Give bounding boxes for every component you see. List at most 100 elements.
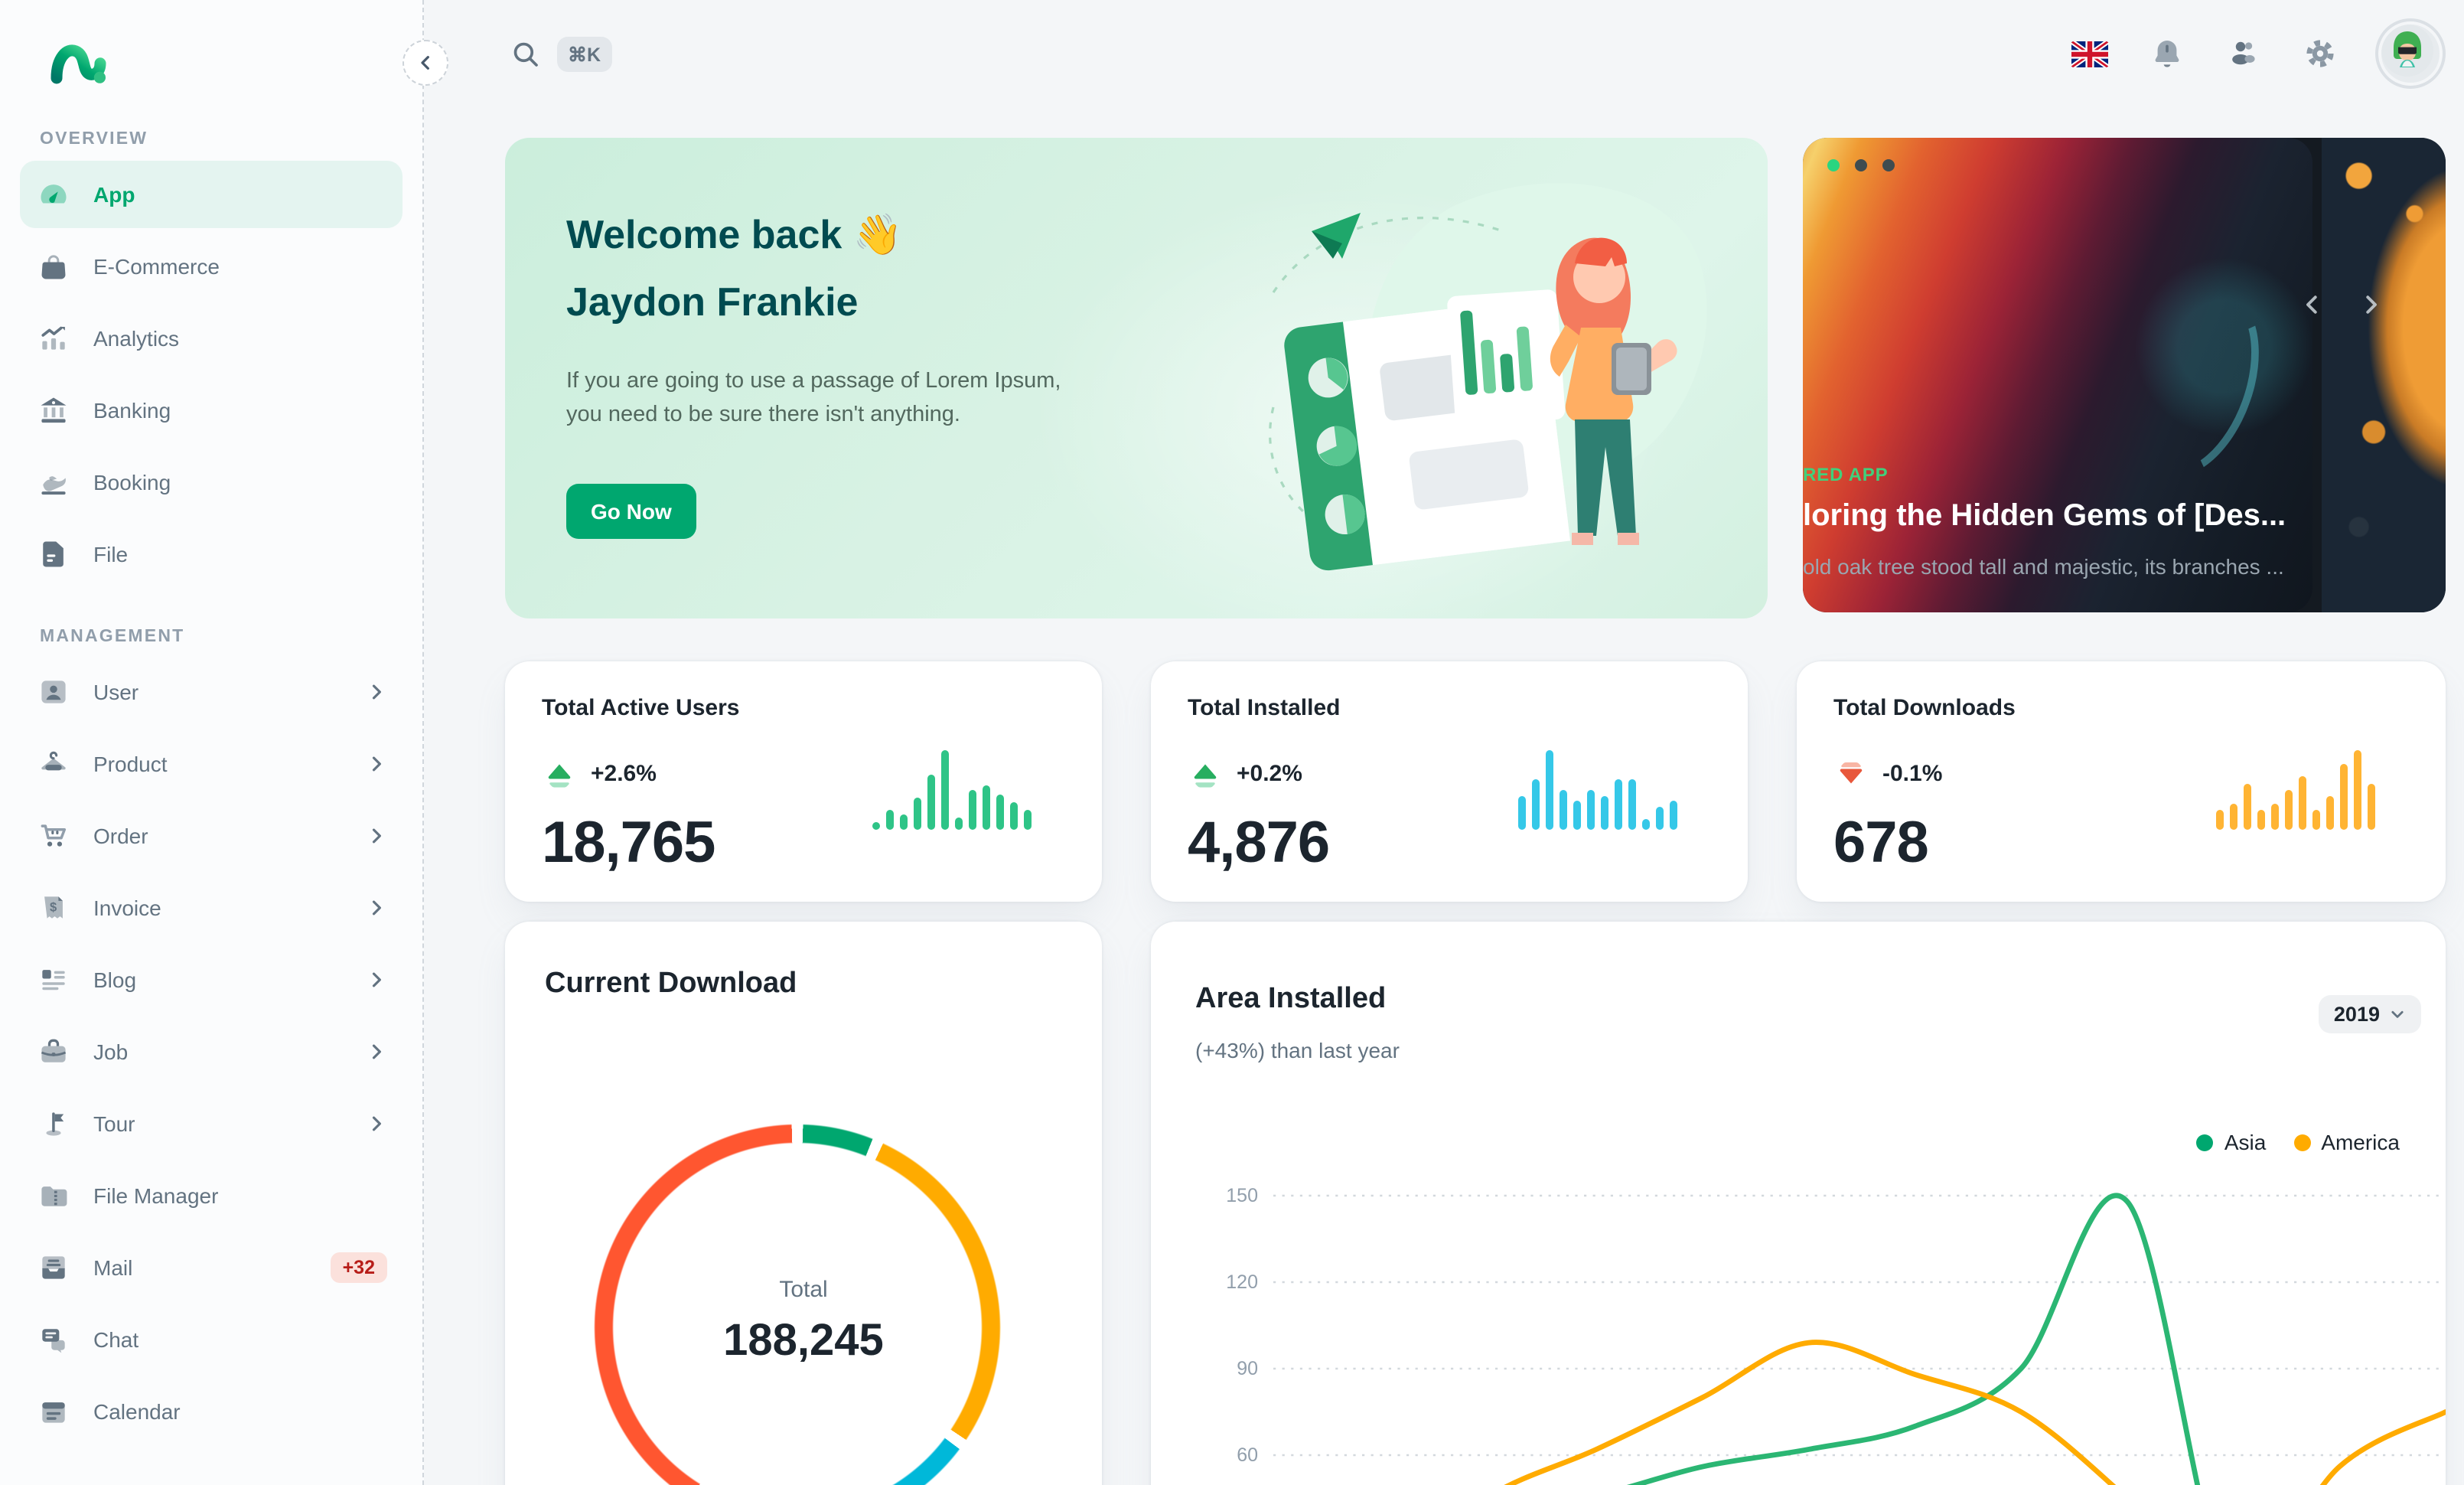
sidebar-item-label: Banking <box>93 398 171 423</box>
notifications-bell-icon[interactable] <box>2149 35 2185 72</box>
sidebar-item-chat[interactable]: Chat <box>20 1306 403 1373</box>
carousel-dot[interactable] <box>1855 159 1867 171</box>
stat-title: Total Downloads <box>1833 695 2016 721</box>
stat-card-total-active-users: Total Active Users +2.6% 18,765 <box>505 661 1102 902</box>
featured-description: old oak tree stood tall and majestic, it… <box>1803 554 2284 579</box>
welcome-banner: Welcome back 👋 Jaydon Frankie If you are… <box>505 138 1768 618</box>
contacts-icon[interactable] <box>2225 35 2262 72</box>
cart-icon <box>41 824 67 847</box>
sidebar-item-booking[interactable]: Booking <box>20 449 403 516</box>
sidebar-item-order[interactable]: Order <box>20 802 403 870</box>
chevron-right-icon <box>372 1044 381 1059</box>
featured-app-carousel[interactable]: RED APP loring the Hidden Gems of [Des..… <box>1803 138 2446 612</box>
section-label-overview: OVERVIEW <box>40 130 148 148</box>
featured-title[interactable]: loring the Hidden Gems of [Des... <box>1803 499 2286 533</box>
sidebar-item-app[interactable]: App <box>20 161 403 228</box>
sidebar-item-tour[interactable]: Tour <box>20 1090 403 1157</box>
sidebar-item-ecommerce[interactable]: E-Commerce <box>20 233 403 300</box>
svg-text:60: 60 <box>1237 1444 1258 1466</box>
chat-icon <box>42 1329 65 1353</box>
sidebar-item-calendar[interactable]: Calendar <box>20 1378 403 1445</box>
sidebar-item-invoice[interactable]: $ Invoice <box>20 874 403 942</box>
sidebar-item-file[interactable]: File <box>20 521 403 588</box>
area-installed-subtitle: (+43%) than last year <box>1195 1038 1400 1062</box>
section-label-management: MANAGEMENT <box>40 628 185 646</box>
sidebar-item-label: Invoice <box>93 896 161 920</box>
sidebar-item-label: User <box>93 680 139 704</box>
sidebar-item-job[interactable]: Job <box>20 1018 403 1085</box>
legend-item-america[interactable]: America <box>2293 1130 2400 1154</box>
folder-icon <box>41 1186 67 1206</box>
chevron-right-icon <box>372 900 381 915</box>
sidebar-item-label: Tour <box>93 1111 135 1136</box>
stat-trend: +0.2% <box>1188 756 1302 791</box>
trend-up-icon <box>1194 764 1217 788</box>
search-button[interactable]: ⌘K <box>510 36 612 71</box>
area-line-chart: 150 120 90 60 <box>1226 1185 2446 1485</box>
booking-icon <box>41 476 66 495</box>
donut-total-value: 188,245 <box>723 1317 884 1366</box>
sidebar-collapse-button[interactable] <box>403 40 448 86</box>
file-icon <box>43 541 64 567</box>
sidebar-item-blog[interactable]: Blog <box>20 946 403 1013</box>
chevron-right-icon <box>372 1116 381 1131</box>
welcome-user-name: Jaydon Frankie <box>566 279 859 325</box>
stat-change: +2.6% <box>591 761 657 787</box>
bank-icon <box>41 397 67 423</box>
svg-text:150: 150 <box>1226 1185 1258 1206</box>
sidebar-item-product[interactable]: Product <box>20 730 403 798</box>
stat-value: 18,765 <box>542 811 715 876</box>
carousel-dot[interactable] <box>1882 159 1895 171</box>
stat-value: 4,876 <box>1188 811 1330 876</box>
chart-legend: Asia America <box>2196 1130 2400 1154</box>
chart-gridlines: 150 120 90 60 <box>1226 1185 2443 1466</box>
carousel-prev-icon[interactable] <box>2299 291 2326 318</box>
donut-total-label: Total <box>779 1277 828 1303</box>
sidebar-item-label: File <box>93 542 129 566</box>
welcome-greeting: Welcome back 👋 <box>566 211 903 257</box>
sidebar: OVERVIEW App E-Commerce <box>0 0 424 1485</box>
sparkline-bars <box>2216 750 2403 830</box>
trend-down-icon <box>1840 762 1863 784</box>
mail-count-badge: +32 <box>330 1252 387 1283</box>
briefcase-icon <box>41 1039 67 1062</box>
stat-card-total-downloads: Total Downloads -0.1% 678 <box>1797 661 2446 902</box>
chevron-right-icon <box>372 684 381 700</box>
trend-up-icon <box>548 764 571 788</box>
user-avatar[interactable] <box>2378 21 2443 86</box>
legend-item-asia[interactable]: Asia <box>2196 1130 2266 1154</box>
legend-marker-asia <box>2196 1134 2214 1150</box>
carousel-slide-next <box>2322 138 2446 612</box>
sidebar-item-banking[interactable]: Banking <box>20 377 403 444</box>
sidebar-item-user[interactable]: User <box>20 658 403 726</box>
svg-text:90: 90 <box>1237 1358 1258 1379</box>
line-series-asia <box>1627 1193 2201 1485</box>
settings-gear-icon[interactable] <box>2302 35 2339 72</box>
sidebar-item-label: E-Commerce <box>93 254 220 279</box>
sidebar-item-file-manager[interactable]: File Manager <box>20 1162 403 1229</box>
sidebar-item-label: App <box>93 182 135 207</box>
chevron-down-icon <box>2391 1010 2404 1018</box>
carousel-next-icon[interactable] <box>2357 291 2384 318</box>
line-series-america <box>1504 1340 2446 1485</box>
chevron-left-icon <box>421 56 429 70</box>
sidebar-item-mail[interactable]: Mail +32 <box>20 1234 403 1301</box>
donut-chart <box>594 1124 1001 1485</box>
year-select-value: 2019 <box>2333 1003 2380 1026</box>
language-flag-icon[interactable] <box>2071 41 2109 67</box>
carousel-dot[interactable] <box>1827 159 1840 171</box>
sidebar-item-label: Order <box>93 824 148 848</box>
carousel-slide-current <box>1803 138 2312 612</box>
flag-icon <box>46 1112 64 1136</box>
welcome-message: If you are going to use a passage of Lor… <box>566 369 1061 427</box>
year-select-dropdown[interactable]: 2019 <box>2318 995 2421 1033</box>
sidebar-nav: OVERVIEW App E-Commerce <box>0 130 422 1445</box>
blog-icon <box>42 970 65 991</box>
sidebar-item-analytics[interactable]: Analytics <box>20 305 403 372</box>
stat-title: Total Active Users <box>542 695 740 721</box>
brand-logo-icon[interactable] <box>46 31 110 95</box>
go-now-button[interactable]: Go Now <box>566 484 696 539</box>
search-icon <box>513 41 538 66</box>
calendar-icon <box>42 1402 65 1423</box>
